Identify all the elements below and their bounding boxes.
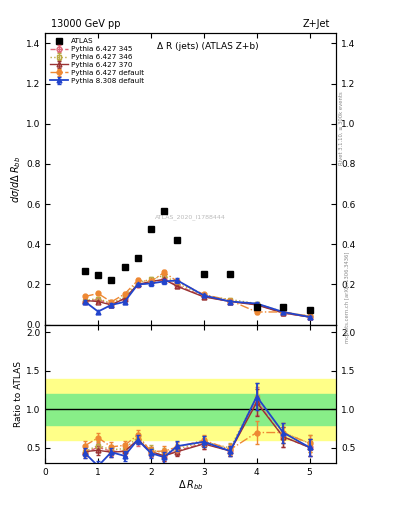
ATLAS (135, 255, 140, 262)
Text: mcplots.cern.ch [arXiv:1306.3436]: mcplots.cern.ch [arXiv:1306.3436] (345, 251, 350, 343)
ATLAS (149, 226, 153, 232)
ATLAS (122, 264, 127, 270)
Y-axis label: $d\sigma/d\Delta\,R_{bb}$: $d\sigma/d\Delta\,R_{bb}$ (9, 155, 23, 203)
ATLAS (202, 271, 206, 278)
ATLAS (254, 304, 259, 310)
Bar (45, 394, 336, 425)
Legend: ATLAS, Pythia 6.427 345, Pythia 6.427 346, Pythia 6.427 370, Pythia 6.427 defaul: ATLAS, Pythia 6.427 345, Pythia 6.427 34… (48, 36, 147, 86)
ATLAS (162, 208, 167, 214)
Text: Rivet 3.1.10, ≥ 300k events: Rivet 3.1.10, ≥ 300k events (339, 91, 344, 165)
ATLAS (109, 278, 114, 284)
Text: ATLAS_2020_I1788444: ATLAS_2020_I1788444 (155, 214, 226, 220)
ATLAS (96, 272, 101, 279)
Line: ATLAS: ATLAS (81, 208, 313, 313)
ATLAS (228, 271, 233, 278)
ATLAS (83, 268, 87, 274)
ATLAS (307, 307, 312, 313)
ATLAS (281, 304, 285, 310)
Text: Z+Jet: Z+Jet (303, 19, 330, 29)
ATLAS (175, 237, 180, 243)
X-axis label: $\Delta\,R_{bb}$: $\Delta\,R_{bb}$ (178, 479, 203, 493)
Text: Δ R (jets) (ATLAS Z+b): Δ R (jets) (ATLAS Z+b) (157, 42, 259, 51)
Bar (45, 378, 336, 440)
Text: 13000 GeV pp: 13000 GeV pp (51, 19, 121, 29)
Y-axis label: Ratio to ATLAS: Ratio to ATLAS (14, 361, 23, 427)
